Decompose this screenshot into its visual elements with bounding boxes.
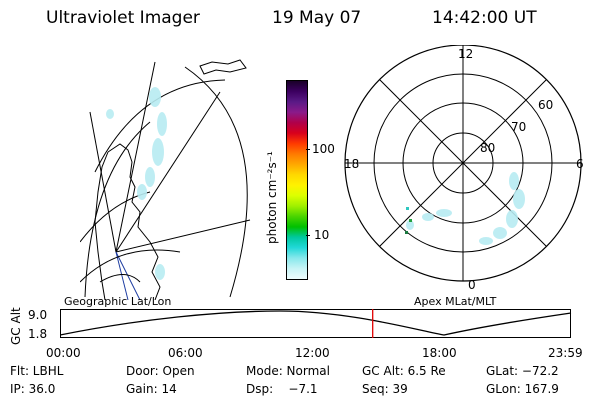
polar-lat-60: 60	[538, 98, 554, 112]
orbit-y-tick-9: 9.0	[28, 308, 48, 322]
status-glat: GLat: −72.2	[486, 364, 559, 378]
polar-mlt-0: 0	[468, 278, 476, 292]
orbit-altitude-plot	[60, 309, 572, 338]
orbit-x-tick: 00:00	[46, 346, 81, 360]
status-dsp: Dsp: −7.1	[246, 382, 318, 396]
status-door: Door: Open	[126, 364, 195, 378]
polar-plot	[344, 45, 582, 282]
polar-mlt-6: 6	[576, 157, 584, 171]
polar-lat-80: 80	[480, 141, 496, 155]
geographic-map	[80, 59, 251, 300]
status-gc-alt: GC Alt: 6.5 Re	[362, 364, 446, 378]
orbit-x-tick: 23:59	[548, 346, 583, 360]
polar-lat-70: 70	[511, 120, 527, 134]
colorbar-tick-mark	[306, 235, 310, 236]
status-seq: Seq: 39	[362, 382, 408, 396]
polar-caption: Apex MLat/MLT	[414, 295, 497, 308]
date-label: 19 May 07	[272, 8, 362, 28]
colorbar-tick-10: 10	[314, 228, 330, 242]
time-label: 14:42:00 UT	[432, 8, 537, 28]
orbit-x-tick: 18:00	[422, 346, 457, 360]
orbit-x-tick: 12:00	[295, 346, 330, 360]
colorbar-tick-mark	[306, 149, 310, 150]
colorbar	[286, 80, 308, 280]
colorbar-unit-label: photon cm⁻²s⁻¹	[265, 151, 279, 244]
status-gain: Gain: 14	[126, 382, 177, 396]
orbit-y-label: GC Alt	[9, 307, 23, 345]
instrument-title: Ultraviolet Imager	[46, 8, 200, 28]
status-filter: Flt: LBHL	[10, 364, 64, 378]
status-glon: GLon: 167.9	[486, 382, 559, 396]
status-ip: IP: 36.0	[10, 382, 56, 396]
geographic-caption: Geographic Lat/Lon	[64, 295, 172, 308]
polar-mlt-18: 18	[344, 157, 360, 171]
orbit-y-tick-1.8: 1.8	[28, 327, 48, 341]
status-mode: Mode: Normal	[246, 364, 330, 378]
colorbar-tick-100: 100	[312, 142, 335, 156]
orbit-x-tick: 06:00	[168, 346, 203, 360]
polar-mlt-12: 12	[458, 47, 474, 61]
